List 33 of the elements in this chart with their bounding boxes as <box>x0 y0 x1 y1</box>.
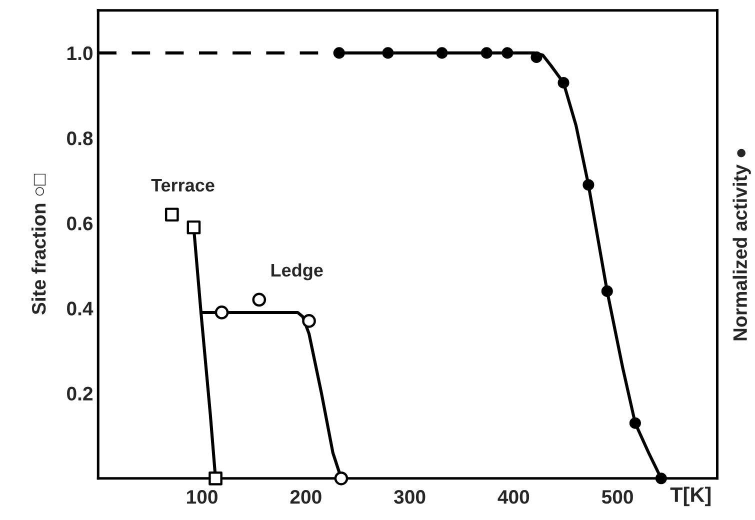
x-tick-label: 400 <box>498 490 530 504</box>
series-label: Ledge <box>271 263 323 280</box>
x-tick-label: 100 <box>187 490 218 504</box>
point <box>582 179 594 191</box>
point <box>436 47 448 59</box>
point <box>629 417 641 429</box>
x-tick-label: 300 <box>394 490 426 504</box>
x-axis-title: T[K] <box>670 486 711 506</box>
y-tick-label: 0.8 <box>67 132 93 146</box>
y-tick-label: 1.0 <box>67 46 92 60</box>
series-label: Terrace <box>151 179 214 192</box>
point <box>186 220 201 234</box>
point <box>558 76 570 88</box>
y-axis-title: Site fraction ○□ <box>31 174 46 314</box>
point <box>655 472 667 484</box>
point <box>382 47 394 59</box>
y2-axis-title: Normalized activity ● <box>732 148 751 340</box>
y-tick-label: 0.6 <box>67 216 93 230</box>
y-tick-label: 0.2 <box>67 386 93 401</box>
x-tick-label: 200 <box>290 490 322 504</box>
point <box>214 306 229 320</box>
point <box>208 471 222 486</box>
point <box>302 314 316 328</box>
point <box>334 471 348 486</box>
point <box>480 47 492 59</box>
point <box>252 292 266 307</box>
x-tick-label: 500 <box>602 490 633 504</box>
point <box>530 51 542 63</box>
point <box>601 285 613 297</box>
point <box>502 47 514 59</box>
point <box>164 208 179 222</box>
y-tick-label: 0.4 <box>67 302 94 316</box>
point <box>333 47 345 59</box>
